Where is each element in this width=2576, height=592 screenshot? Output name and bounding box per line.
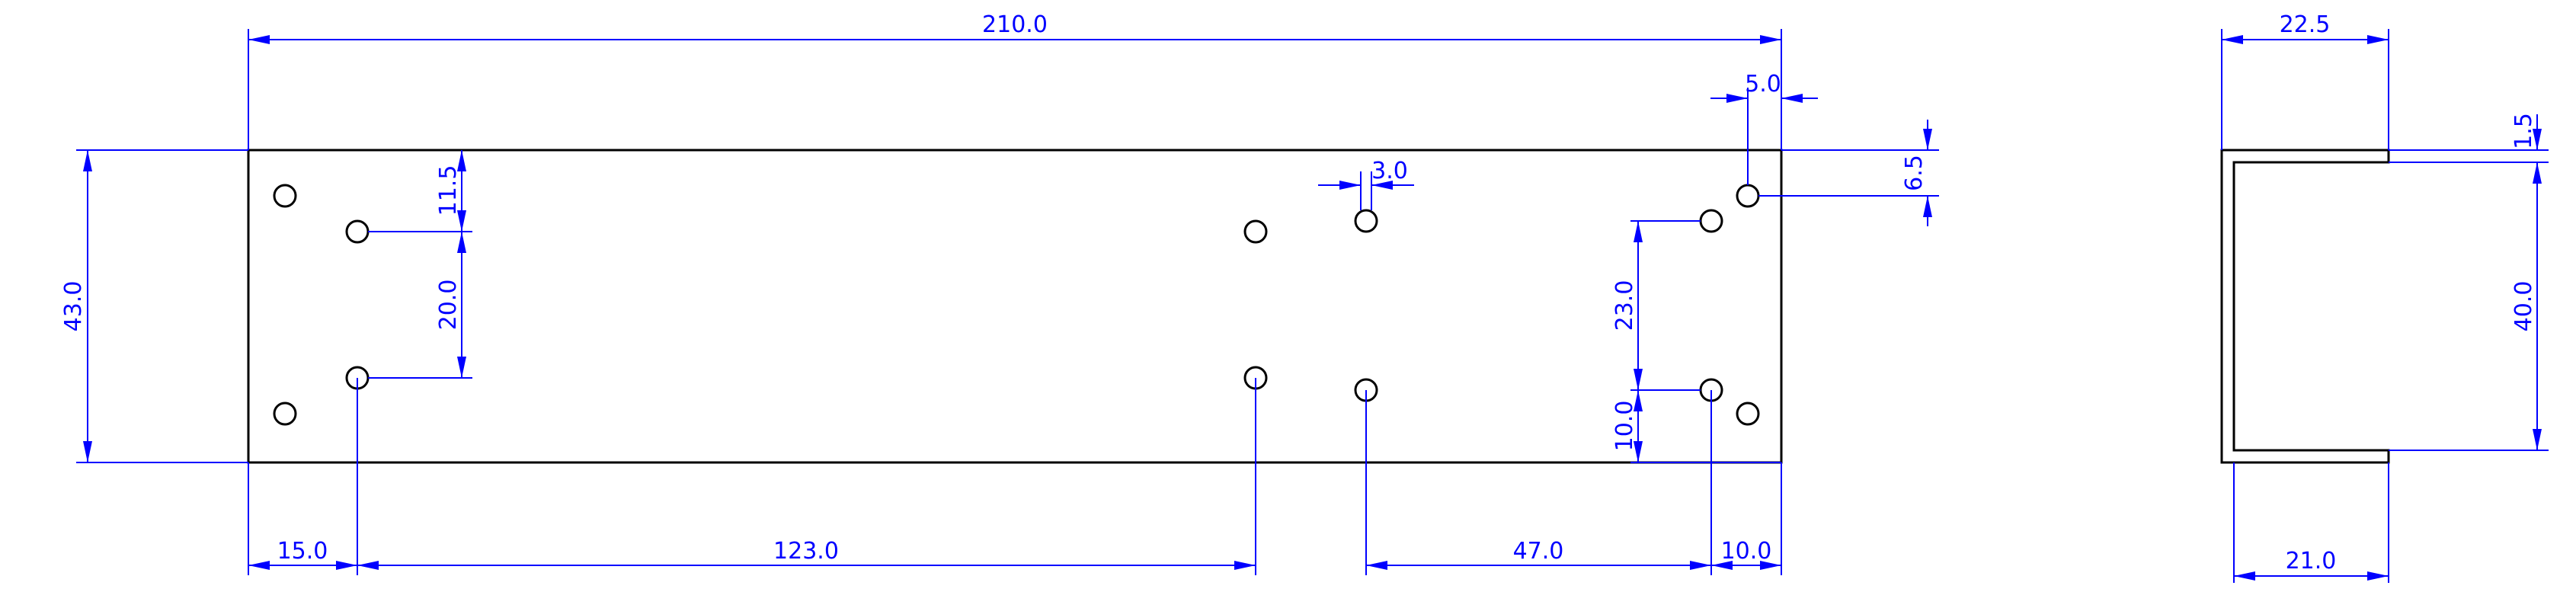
- label-overall-height: 43.0: [60, 281, 87, 332]
- dimension-labels: 210.0 43.0 15.0 123.0 47.0 10.0 11.5 20.…: [60, 11, 1928, 565]
- label-outer-width: 22.5: [2280, 11, 2331, 38]
- label-lower-span: 47.0: [1513, 538, 1564, 565]
- hole-bottom-right-corner: [1736, 402, 1760, 426]
- label-hole-col1-x: 15.0: [277, 538, 328, 565]
- side-extension-lines: [2221, 29, 2549, 583]
- label-small-slot-width: 3.0: [1371, 158, 1408, 184]
- side-view: 22.5 21.0 40.0 1.5: [2220, 11, 2549, 583]
- hole-top-left-corner: [273, 184, 297, 208]
- hole-bottom-left-corner: [273, 402, 297, 426]
- hole-right-inner-upper: [1699, 209, 1723, 233]
- label-hole-row1-from-top: 11.5: [435, 165, 462, 216]
- label-wall-thickness: 1.5: [2510, 113, 2537, 149]
- label-right-edge-offset: 10.0: [1721, 538, 1772, 565]
- side-dimension-labels: 22.5 21.0 40.0 1.5: [2280, 11, 2537, 574]
- label-right-hole-offset-y: 6.5: [1901, 155, 1928, 191]
- plate-outline: [247, 149, 1783, 464]
- label-inner-height: 40.0: [2510, 281, 2537, 332]
- front-view: 210.0 43.0 15.0 123.0 47.0 10.0 11.5 20.…: [60, 11, 1939, 575]
- hole-mid-upper: [1243, 219, 1268, 244]
- mounting-holes: [273, 184, 1760, 426]
- dimension-lines: [83, 35, 1932, 570]
- label-right-hole-offset-x: 5.0: [1745, 71, 1781, 98]
- label-hole-row-spacing: 20.0: [435, 280, 462, 331]
- channel-profile: [2220, 149, 2390, 464]
- hole-slot-upper: [1354, 209, 1378, 233]
- hole-left-upper: [345, 219, 370, 244]
- extension-lines: [76, 29, 1939, 575]
- label-right-pair-from-bottom: 10.0: [1611, 401, 1638, 452]
- label-hole-col2-span: 123.0: [773, 538, 839, 565]
- label-overall-width: 210.0: [982, 11, 1048, 38]
- hole-top-right-corner: [1736, 184, 1760, 208]
- label-right-pair-spacing: 23.0: [1611, 280, 1638, 331]
- side-dimension-lines: [2222, 35, 2542, 581]
- label-inner-width: 21.0: [2286, 548, 2337, 574]
